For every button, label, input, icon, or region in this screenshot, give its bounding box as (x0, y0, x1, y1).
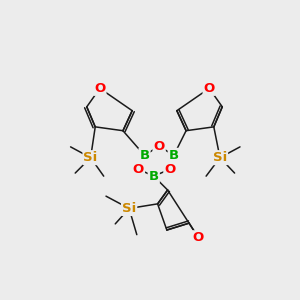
Text: O: O (133, 163, 144, 176)
Text: O: O (154, 140, 165, 153)
Text: Si: Si (122, 202, 136, 215)
Text: O: O (204, 82, 215, 95)
Text: Si: Si (83, 151, 98, 164)
Text: O: O (94, 82, 106, 95)
Text: O: O (164, 163, 175, 176)
Text: B: B (169, 149, 179, 162)
Text: O: O (193, 231, 204, 244)
Text: B: B (140, 149, 150, 162)
Text: Si: Si (213, 151, 227, 164)
Text: B: B (149, 169, 159, 183)
